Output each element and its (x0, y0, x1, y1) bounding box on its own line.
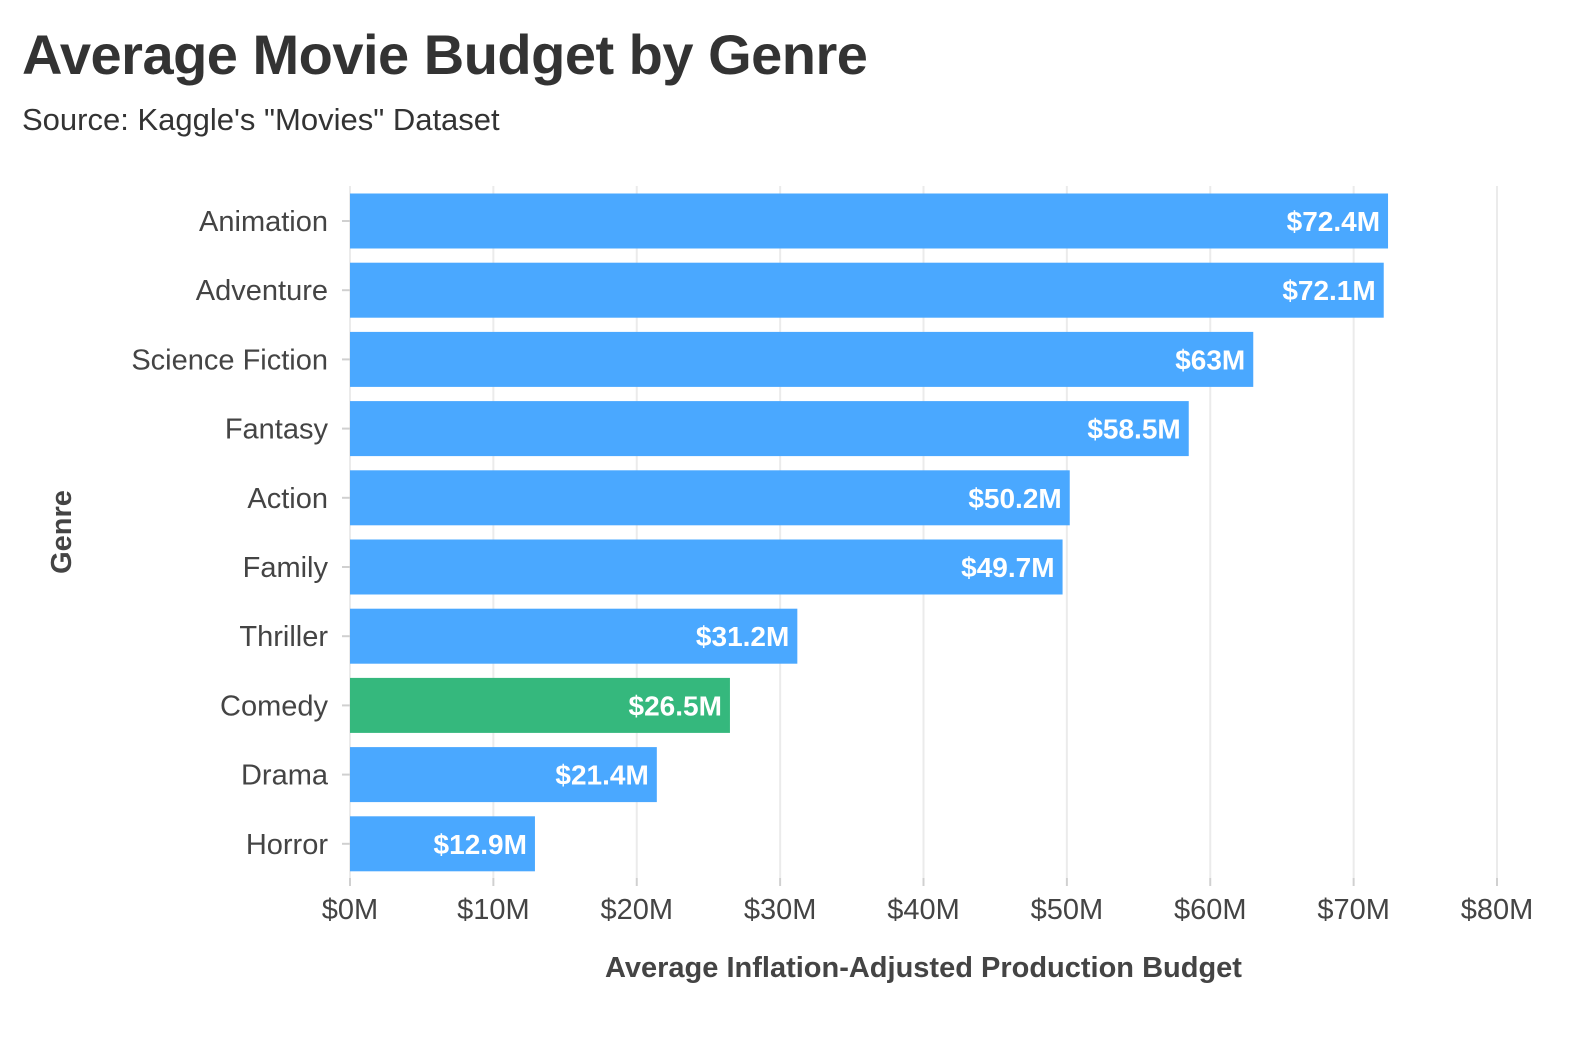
bar-comedy (350, 677, 730, 733)
x-tick-label: $40M (887, 894, 960, 926)
data-label: $72.4M (1287, 206, 1380, 237)
y-category-label: Fantasy (225, 414, 329, 446)
y-axis-title: Genre (46, 490, 78, 574)
y-category-label: Thriller (239, 621, 328, 653)
x-tick-label: $10M (457, 894, 530, 926)
x-tick-label: $80M (1461, 894, 1534, 926)
data-label: $31.2M (696, 621, 789, 652)
y-category-label: Animation (199, 206, 328, 238)
bar-horror (350, 816, 535, 872)
x-axis-ticks: $0M $10M $20M $30M $40M $50M $60M $70M $80M (322, 894, 1533, 926)
x-tick-label: $60M (1174, 894, 1247, 926)
bar-animation (350, 193, 1389, 249)
y-category-label: Comedy (220, 690, 328, 722)
x-axis-title: Average Inflation-Adjusted Production Bu… (605, 952, 1242, 984)
data-label: $26.5M (629, 690, 722, 721)
x-tick-label: $50M (1031, 894, 1104, 926)
data-label: $12.9M (434, 829, 527, 860)
chart-title: Average Movie Budget by Genre (22, 23, 868, 86)
y-category-label: Action (247, 483, 328, 515)
y-axis-categories: Animation Adventure Science Fiction Fantasy… (131, 206, 329, 861)
y-category-label: Family (243, 552, 329, 584)
data-label: $72.1M (1282, 275, 1375, 306)
data-label: $50.2M (968, 483, 1061, 514)
x-tick-label: $30M (744, 894, 817, 926)
chart-subtitle: Source: Kaggle's "Movies" Dataset (22, 102, 500, 137)
bar-action (350, 470, 1070, 526)
bar-fantasy (350, 401, 1189, 457)
y-category-label: Adventure (196, 275, 328, 307)
y-category-label: Horror (246, 829, 329, 861)
data-label: $63M (1175, 344, 1245, 375)
bar-science-fiction (350, 331, 1254, 387)
bars (350, 193, 1389, 872)
bar-adventure (350, 262, 1384, 318)
bar-drama (350, 747, 657, 803)
bar-thriller (350, 608, 798, 664)
data-labels: $72.4M $72.1M $63M $58.5M $50.2M $49.7M $31.2M… (431, 203, 1383, 863)
x-tick-label: $70M (1317, 894, 1390, 926)
y-category-label: Drama (241, 760, 329, 792)
x-tick-label: $0M (322, 894, 378, 926)
data-label: $58.5M (1087, 414, 1180, 445)
x-tick-label: $20M (600, 894, 673, 926)
y-category-label: Science Fiction (131, 344, 328, 376)
data-label: $49.7M (961, 552, 1054, 583)
data-label: $21.4M (555, 760, 648, 791)
bar-family (350, 539, 1063, 595)
